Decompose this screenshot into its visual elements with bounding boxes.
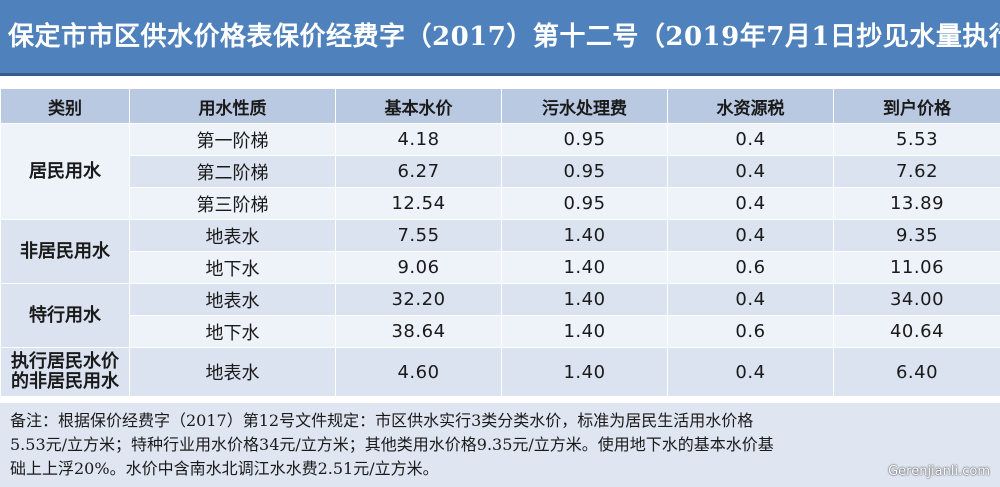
sewage-fee-cell: 0.95: [501, 123, 668, 156]
table-header-row: 类别 用水性质 基本水价 污水处理费 水资源税 到户价格: [0, 88, 1000, 124]
base-price-cell: 38.64: [335, 315, 502, 348]
footnote: 备注：根据保价经费字（2017）第12号文件规定：市区供水实行3类分类水价，标准…: [0, 403, 1000, 487]
category-cell: 居民用水: [0, 123, 130, 220]
sewage-fee-cell: 1.40: [501, 283, 668, 316]
base-price-cell: 32.20: [335, 283, 502, 316]
page-title: 保定市市区供水价格表保价经费字（2017）第十二号（2019年7月1日抄见水量执…: [8, 22, 1000, 52]
footnote-line: 5.53元/立方米；特种行业用水价格34元/立方米；其他类用水价格9.35元/立…: [10, 435, 774, 454]
base-price-cell: 12.54: [335, 187, 502, 220]
sewage-fee-cell: 0.95: [501, 155, 668, 188]
water-tax-cell: 0.4: [667, 219, 834, 252]
header-sewage-fee: 污水处理费: [501, 88, 668, 124]
title-gap: [0, 76, 1000, 88]
watermark: Gerenjianli.com: [888, 464, 990, 479]
category-cell: 特行用水: [0, 283, 130, 348]
water-tax-cell: 0.4: [667, 123, 834, 156]
table-row: 地下水 9.06 1.40 0.6 11.06: [1, 251, 1000, 284]
table-row: 地下水 38.64 1.40 0.6 40.64: [1, 315, 1000, 348]
usage-type-cell: 第三阶梯: [129, 187, 336, 220]
total-price-cell: 40.64: [833, 315, 1000, 348]
water-tax-cell: 0.4: [667, 187, 834, 220]
usage-type-cell: 地表水: [129, 219, 336, 252]
usage-type-cell: 第二阶梯: [129, 155, 336, 188]
footnote-line: 备注：根据保价经费字（2017）第12号文件规定：市区供水实行3类分类水价，标准…: [10, 411, 754, 430]
usage-type-cell: 地下水: [129, 315, 336, 348]
water-tax-cell: 0.4: [667, 155, 834, 188]
header-category: 类别: [0, 88, 130, 124]
category-line: 执行居民水价: [11, 351, 119, 372]
base-price-cell: 4.18: [335, 123, 502, 156]
usage-type-cell: 第一阶梯: [129, 123, 336, 156]
table-row: 执行居民水价 的非居民用水 地表水 4.60 1.40 0.4 6.40: [0, 347, 1000, 397]
footnote-line: 础上上浮20%。水价中含南水北调江水水费2.51元/立方米。: [10, 459, 439, 478]
base-price-cell: 4.60: [335, 347, 502, 397]
usage-type-cell: 地表水: [129, 347, 336, 397]
total-price-cell: 13.89: [833, 187, 1000, 220]
sewage-fee-cell: 1.40: [501, 251, 668, 284]
base-price-cell: 7.55: [335, 219, 502, 252]
water-tax-cell: 0.6: [667, 315, 834, 348]
total-price-cell: 34.00: [833, 283, 1000, 316]
usage-type-cell: 地下水: [129, 251, 336, 284]
total-price-cell: 9.35: [833, 219, 1000, 252]
table-row: 特行用水 地表水 32.20 1.40 0.4 34.00: [0, 283, 1000, 348]
title-bar: 保定市市区供水价格表保价经费字（2017）第十二号（2019年7月1日抄见水量执…: [0, 0, 1000, 76]
total-price-cell: 7.62: [833, 155, 1000, 188]
water-tax-cell: 0.6: [667, 251, 834, 284]
price-table: 类别 用水性质 基本水价 污水处理费 水资源税 到户价格 居民用水 第一阶梯 4…: [0, 88, 1000, 397]
header-base-price: 基本水价: [335, 88, 502, 124]
table-row: 非居民用水 地表水 7.55 1.40 0.4 9.35: [0, 219, 1000, 284]
water-tax-cell: 0.4: [667, 283, 834, 316]
usage-type-cell: 地表水: [129, 283, 336, 316]
table-row: 第二阶梯 6.27 0.95 0.4 7.62: [1, 155, 1000, 188]
header-total-price: 到户价格: [833, 88, 1000, 124]
sewage-fee-cell: 1.40: [501, 347, 668, 397]
category-line: 的非居民用水: [11, 371, 119, 392]
header-water-tax: 水资源税: [667, 88, 834, 124]
table-row: 第三阶梯 12.54 0.95 0.4 13.89: [1, 187, 1000, 220]
header-usage-type: 用水性质: [129, 88, 336, 124]
base-price-cell: 6.27: [335, 155, 502, 188]
base-price-cell: 9.06: [335, 251, 502, 284]
water-tax-cell: 0.4: [667, 347, 834, 397]
total-price-cell: 5.53: [833, 123, 1000, 156]
sewage-fee-cell: 1.40: [501, 219, 668, 252]
sewage-fee-cell: 0.95: [501, 187, 668, 220]
category-cell: 执行居民水价 的非居民用水: [0, 347, 130, 397]
table-row: 居民用水 第一阶梯 4.18 0.95 0.4 5.53: [0, 123, 1000, 220]
sewage-fee-cell: 1.40: [501, 315, 668, 348]
category-cell: 非居民用水: [0, 219, 130, 284]
total-price-cell: 11.06: [833, 251, 1000, 284]
total-price-cell: 6.40: [833, 347, 1000, 397]
